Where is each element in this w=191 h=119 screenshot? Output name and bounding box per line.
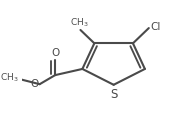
Text: O: O bbox=[31, 79, 39, 89]
Text: O: O bbox=[52, 48, 60, 58]
Text: CH$_3$: CH$_3$ bbox=[0, 72, 19, 84]
Text: CH$_3$: CH$_3$ bbox=[70, 16, 89, 29]
Text: S: S bbox=[110, 88, 117, 101]
Text: Cl: Cl bbox=[151, 22, 161, 32]
